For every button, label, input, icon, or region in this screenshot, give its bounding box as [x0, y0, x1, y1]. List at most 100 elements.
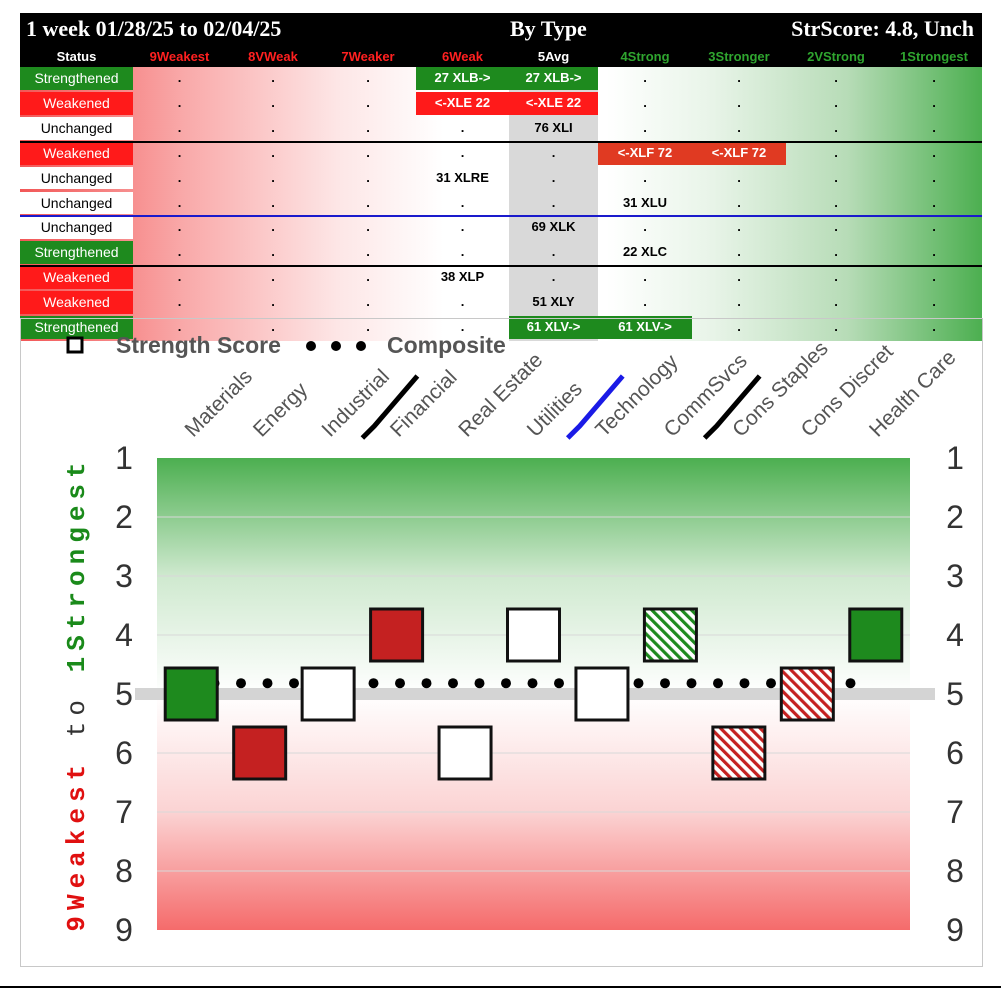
table-row: Unchanged........ 76 XLI — [20, 116, 982, 140]
y-tick-label-right: 5 — [946, 676, 964, 712]
ticker-cell: 61 XLV-> — [598, 316, 692, 339]
empty-cell-dot: . — [177, 169, 182, 185]
empty-cell-dot: . — [271, 194, 275, 210]
empty-cell-dot: . — [643, 70, 647, 85]
group-divider-top — [565, 374, 625, 440]
category-label: Financial — [386, 366, 462, 442]
strength-score-marker — [163, 666, 219, 722]
empty-cell-dot: . — [932, 119, 936, 135]
empty-cell-dot: . — [834, 94, 838, 110]
empty-cell-dot: . — [834, 119, 838, 135]
y-tick-label-right: 4 — [946, 617, 964, 653]
table-row: Unchanged........ 31 XLRE — [20, 166, 982, 190]
empty-cell-dot: . — [177, 70, 182, 85]
table-row: Weakened........ 38 XLP — [20, 266, 982, 290]
strength-score-marker — [506, 607, 561, 663]
strength-score-marker — [300, 666, 356, 722]
empty-cell-dot: . — [737, 269, 741, 285]
column-header: 4Strong — [620, 49, 670, 64]
column-header: 3Stronger — [708, 49, 770, 64]
composite-dot — [289, 678, 299, 689]
status-cell: Weakened — [20, 266, 133, 290]
strength-score-marker — [642, 607, 698, 663]
empty-cell-dot: . — [460, 244, 465, 260]
empty-cell-dot: . — [737, 194, 741, 210]
composite-dot — [660, 678, 670, 689]
ticker-cell: 27 XLB-> — [416, 67, 509, 90]
ticker-cell: <-XLF 72 — [692, 141, 786, 165]
legend-composite-dot — [306, 341, 316, 351]
empty-cell-dot: . — [271, 244, 275, 260]
empty-cell-dot: . — [737, 70, 741, 85]
status-cell: Weakened — [20, 291, 133, 314]
empty-cell-dot: . — [932, 319, 936, 335]
y-tick-label-right: 7 — [946, 794, 964, 830]
chart-frame — [20, 318, 983, 967]
empty-cell-dot: . — [643, 219, 647, 235]
column-header: 1Strongest — [900, 49, 968, 64]
empty-cell-dot: . — [834, 70, 838, 85]
y-tick-label-right: 8 — [946, 853, 964, 889]
empty-cell-dot: . — [271, 70, 275, 85]
empty-cell-dot: . — [177, 144, 182, 160]
table-row: Unchanged........ 69 XLK — [20, 216, 982, 240]
category-label: Materials — [180, 365, 257, 442]
composite-dot — [633, 678, 644, 689]
empty-cell-dot: . — [177, 244, 182, 260]
legend-marker-label: Strength Score — [116, 332, 281, 358]
column-header: 9Weakest — [149, 49, 210, 64]
ticker-cell: 76 XLI — [534, 119, 573, 135]
composite-dot — [448, 678, 458, 689]
y-tick-label-right: 3 — [946, 558, 964, 594]
empty-cell-dot: . — [460, 219, 465, 235]
composite-dot — [395, 678, 405, 689]
status-cell: Unchanged — [20, 116, 133, 140]
empty-cell-dot: . — [271, 119, 275, 135]
empty-cell-dot: . — [460, 319, 465, 335]
group-divider-top — [702, 374, 762, 440]
empty-cell-dot: . — [834, 144, 838, 160]
empty-cell-dot: . — [366, 219, 370, 235]
grouping-title: By Type — [510, 16, 587, 41]
group-separator — [20, 265, 982, 268]
y-tick-label-left: 3 — [115, 558, 133, 594]
empty-cell-dot: . — [271, 294, 275, 310]
y-tick-label-left: 4 — [115, 617, 133, 653]
empty-cell-dot: . — [932, 219, 936, 235]
empty-cell-dot: . — [834, 194, 838, 210]
empty-cell-dot: . — [177, 294, 182, 310]
group-separator — [20, 140, 982, 143]
composite-dot — [554, 678, 564, 689]
empty-cell-dot: . — [551, 244, 556, 260]
composite-dot — [845, 678, 856, 689]
empty-cell-dot: . — [643, 169, 647, 185]
table-row: Unchanged........ 31 XLU — [20, 191, 982, 215]
legend-line-label: Composite — [387, 332, 506, 358]
ticker-cell: 31 XLU — [622, 194, 668, 210]
empty-cell-dot: . — [834, 269, 838, 285]
ticker-cell: 27 XLB-> — [509, 67, 598, 90]
empty-cell-dot: . — [737, 244, 741, 260]
composite-dot — [421, 678, 432, 689]
composite-dot — [501, 678, 511, 689]
status-cell: Unchanged — [20, 191, 133, 215]
empty-cell-dot: . — [366, 294, 370, 310]
status-cell: Strengthened — [20, 67, 133, 90]
empty-cell-dot: . — [177, 319, 182, 335]
composite-dot — [236, 678, 246, 689]
empty-cell-dot: . — [737, 119, 741, 135]
legend-composite-dot — [331, 341, 341, 351]
table-row: Strengthened........ 22 XLC — [20, 241, 982, 265]
empty-cell-dot: . — [737, 94, 741, 110]
category-label: Industrial — [317, 365, 394, 442]
empty-cell-dot: . — [932, 94, 936, 110]
empty-cell-dot: . — [737, 294, 741, 310]
y-axis-label: 9Weakest to 1Strongest — [62, 456, 92, 931]
empty-cell-dot: . — [834, 319, 838, 335]
empty-cell-dot: . — [737, 219, 741, 235]
empty-cell-dot: . — [366, 70, 370, 85]
y-tick-label-right: 1 — [946, 440, 964, 476]
ticker-cell: <-XLE 22 — [509, 91, 598, 115]
ticker-cell: 38 XLP — [440, 269, 485, 285]
composite-dot — [474, 678, 485, 689]
